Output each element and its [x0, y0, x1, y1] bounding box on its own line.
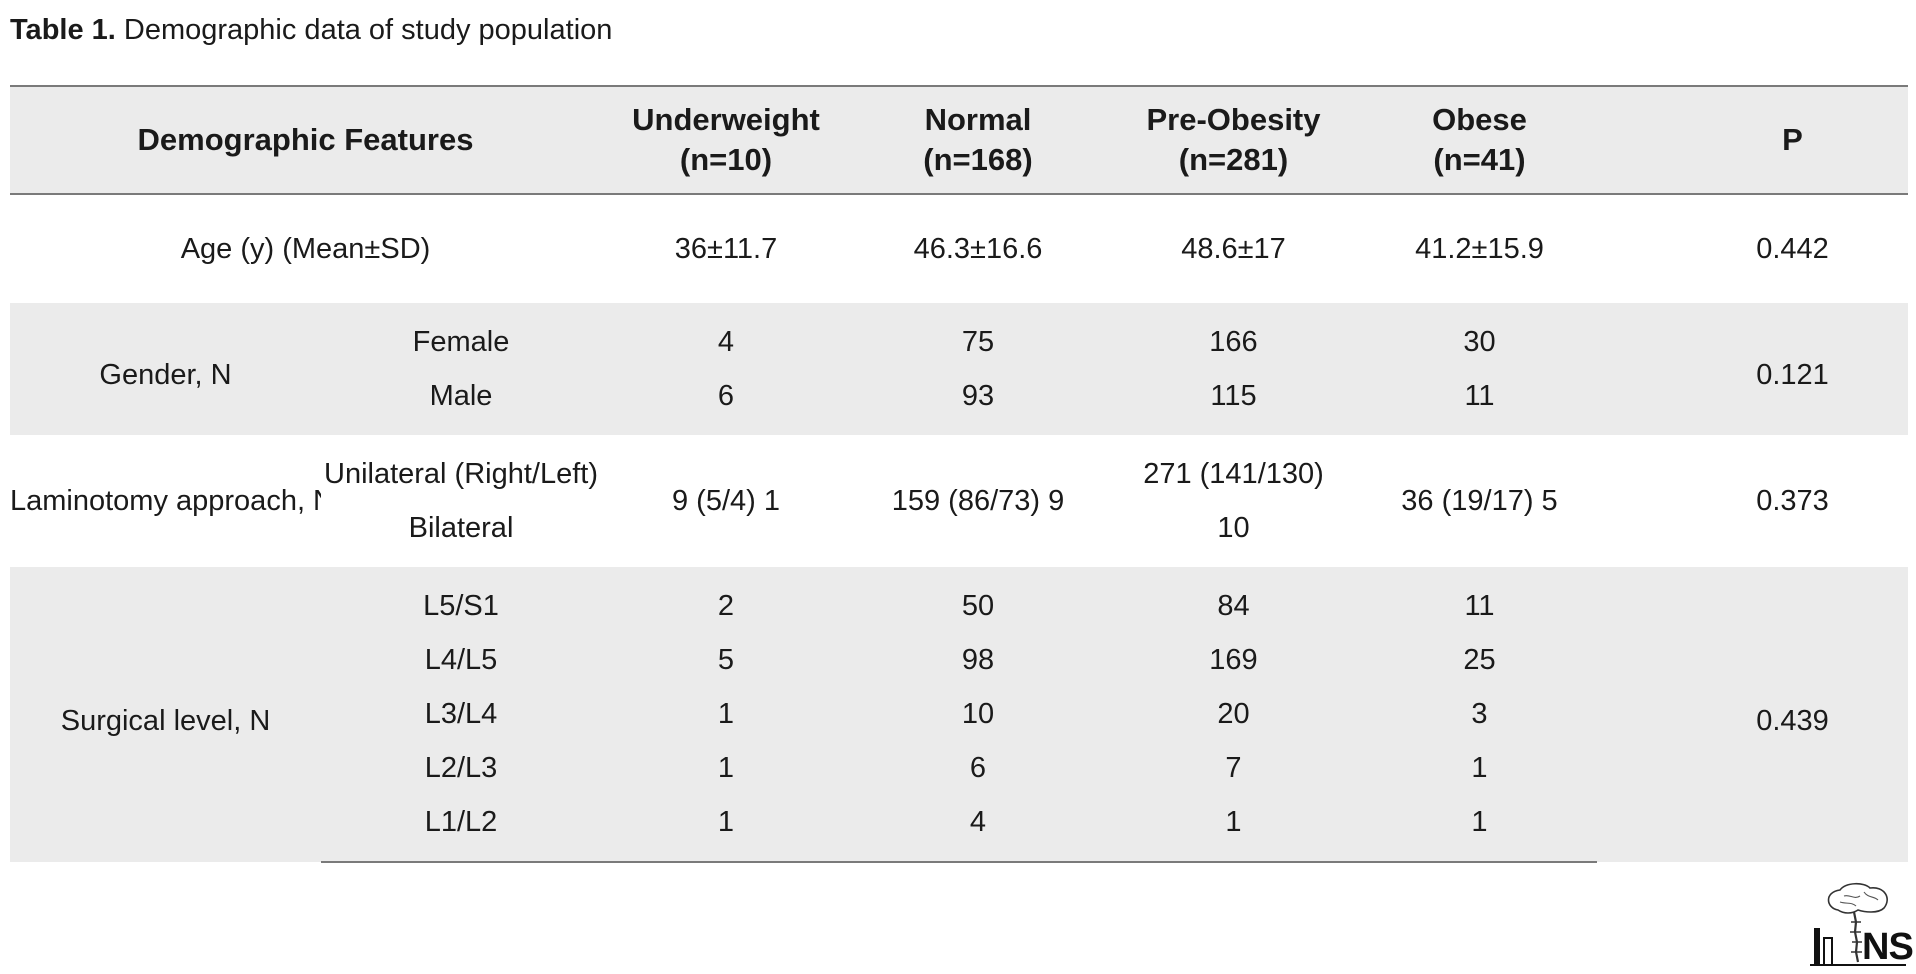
logo-text: NS [1862, 926, 1914, 968]
gender-male-label: Male [321, 369, 601, 435]
age-normal: 46.3±16.6 [851, 194, 1105, 303]
surgical-label: Surgical level, N [10, 567, 321, 862]
table-row-surgical-l5s1: Surgical level, N L5/S1 2 50 84 11 0.439 [10, 567, 1908, 862]
surgical-l3l4-normal: 10 [851, 687, 1105, 741]
age-obese: 41.2±15.9 [1362, 194, 1597, 303]
gender-male-normal: 93 [851, 369, 1105, 435]
surgical-l3l4-underweight: 1 [601, 687, 851, 741]
surgical-l4l5-normal: 98 [851, 633, 1105, 687]
surgical-l3l4-preobesity: 20 [1105, 687, 1362, 741]
header-p: P [1597, 85, 1908, 195]
surgical-l1l2-preobesity: 1 [1105, 795, 1362, 863]
laminotomy-label: Laminotomy approach, N [10, 435, 321, 567]
surgical-level-label: L5/S1 [321, 567, 601, 633]
gender-p: 0.121 [1597, 303, 1908, 435]
surgical-l5s1-normal: 50 [851, 567, 1105, 633]
header-underweight: Underweight (n=10) [601, 85, 851, 195]
age-preobesity: 48.6±17 [1105, 194, 1362, 303]
table-row-age: Age (y) (Mean±SD) 36±11.7 46.3±16.6 48.6… [10, 194, 1908, 303]
table-row-surgical-l1l2: L1/L2 1 4 1 1 [10, 795, 1908, 863]
gender-label: Gender, N [10, 303, 321, 435]
gender-female-preobesity: 166 [1105, 303, 1362, 369]
surgical-p: 0.439 [1597, 567, 1908, 862]
gender-male-preobesity: 115 [1105, 369, 1362, 435]
laminotomy-unilateral-label: Unilateral (Right/Left) [324, 458, 598, 490]
gender-female-underweight: 4 [601, 303, 851, 369]
table-row-gender-female: Gender, N Female 4 75 166 30 0.121 [10, 303, 1908, 435]
brain-spine-logo-icon: NS [1808, 882, 1914, 968]
gender-female-normal: 75 [851, 303, 1105, 369]
laminotomy-bilateral-label: Bilateral [408, 512, 514, 544]
laminotomy-sub: Unilateral (Right/Left) Bilateral [321, 435, 601, 567]
table-row-surgical-l2l3: L2/L3 1 6 7 1 [10, 741, 1908, 795]
surgical-level-label: L4/L5 [321, 633, 601, 687]
gender-female-label: Female [321, 303, 601, 369]
surgical-l4l5-preobesity: 169 [1105, 633, 1362, 687]
surgical-l3l4-obese: 3 [1362, 687, 1597, 741]
table-caption-label: Table 1. [10, 14, 116, 46]
table-row-gender-male: Male 6 93 115 11 [10, 369, 1908, 435]
age-label: Age (y) (Mean±SD) [10, 194, 601, 303]
surgical-l5s1-underweight: 2 [601, 567, 851, 633]
surgical-l4l5-underweight: 5 [601, 633, 851, 687]
gender-male-underweight: 6 [601, 369, 851, 435]
laminotomy-underweight: 9 (5/4) 1 [601, 435, 851, 567]
surgical-l5s1-obese: 11 [1362, 567, 1597, 633]
table-row-surgical-l4l5: L4/L5 5 98 169 25 [10, 633, 1908, 687]
surgical-l4l5-obese: 25 [1362, 633, 1597, 687]
age-p: 0.442 [1597, 194, 1908, 303]
gender-female-obese: 30 [1362, 303, 1597, 369]
laminotomy-normal: 159 (86/73) 9 [851, 435, 1105, 567]
surgical-l2l3-underweight: 1 [601, 741, 851, 795]
header-demographic-features: Demographic Features [10, 85, 601, 195]
age-underweight: 36±11.7 [601, 194, 851, 303]
surgical-l2l3-normal: 6 [851, 741, 1105, 795]
surgical-l1l2-normal: 4 [851, 795, 1105, 863]
surgical-l1l2-obese: 1 [1362, 795, 1597, 863]
surgical-l2l3-obese: 1 [1362, 741, 1597, 795]
table-row-laminotomy: Laminotomy approach, N Unilateral (Right… [10, 435, 1908, 567]
header-pre-obesity: Pre-Obesity (n=281) [1105, 85, 1362, 195]
table-caption-text: Demographic data of study population [123, 14, 613, 46]
table-caption: Table 1. Demographic data of study popul… [10, 12, 612, 48]
demographic-table: Demographic Features Underweight (n=10) … [10, 85, 1908, 863]
laminotomy-p: 0.373 [1597, 435, 1908, 567]
header-row: Demographic Features Underweight (n=10) … [10, 85, 1908, 195]
laminotomy-preobesity: 271 (141/130) 10 [1105, 435, 1362, 567]
laminotomy-obese: 36 (19/17) 5 [1362, 435, 1597, 567]
surgical-l5s1-preobesity: 84 [1105, 567, 1362, 633]
header-obese: Obese (n=41) [1362, 85, 1597, 195]
gender-male-obese: 11 [1362, 369, 1597, 435]
surgical-level-label: L2/L3 [321, 741, 601, 795]
surgical-level-label: L3/L4 [321, 687, 601, 741]
surgical-l1l2-underweight: 1 [601, 795, 851, 863]
surgical-l2l3-preobesity: 7 [1105, 741, 1362, 795]
surgical-level-label: L1/L2 [321, 795, 601, 863]
header-normal: Normal (n=168) [851, 85, 1105, 195]
table-row-surgical-l3l4: L3/L4 1 10 20 3 [10, 687, 1908, 741]
